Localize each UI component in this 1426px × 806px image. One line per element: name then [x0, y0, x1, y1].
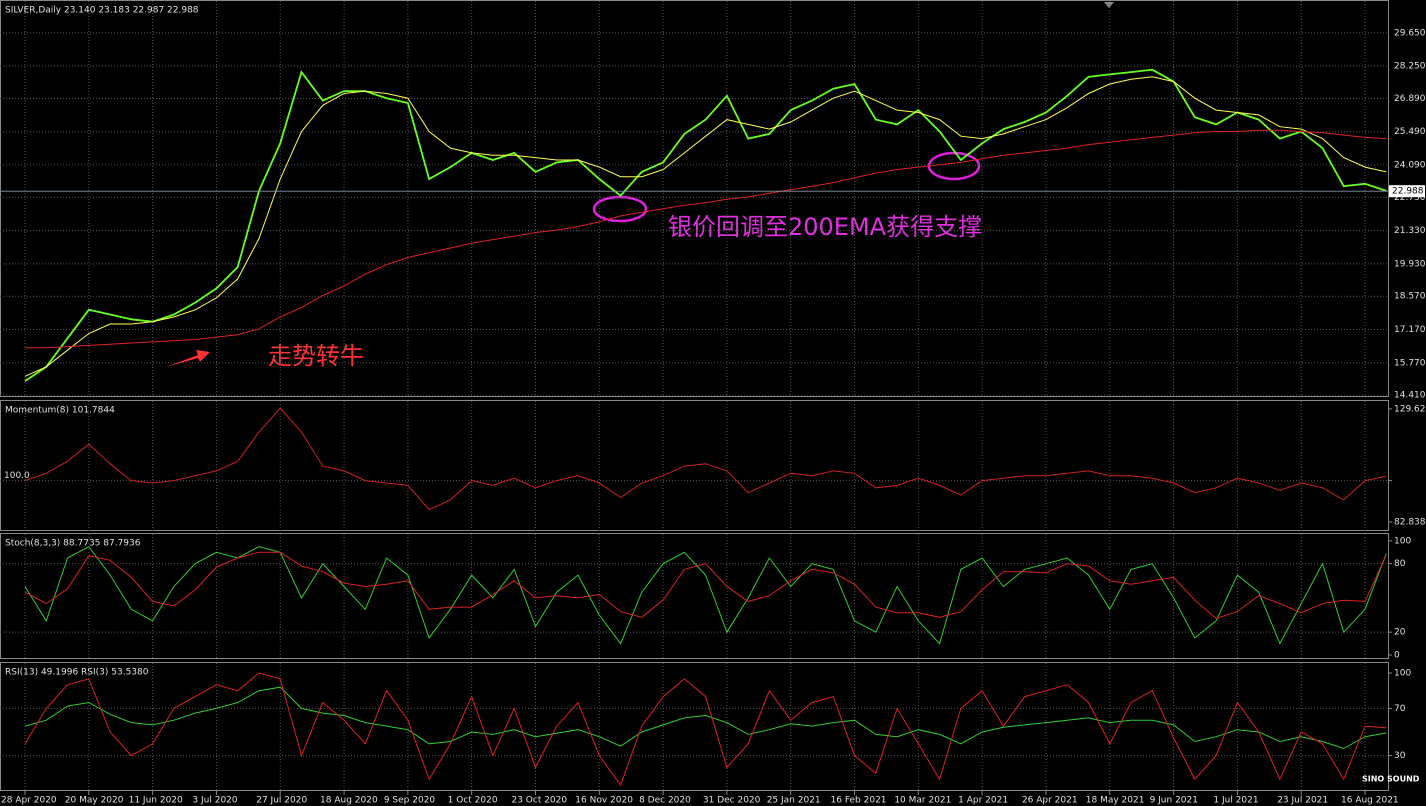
y-tick-label: 20: [1394, 628, 1406, 638]
y-tick-label: 14.410: [1394, 391, 1426, 401]
x-tick-label: 16 Nov 2020: [575, 796, 633, 806]
series-line: [24, 68, 1387, 382]
series-line: [24, 686, 1387, 750]
y-tick-label: 26.890: [1394, 94, 1426, 104]
y-tick-label: 17.170: [1394, 325, 1426, 335]
x-tick-label: 1 Oct 2020: [448, 796, 498, 806]
x-tick-label: 23 Oct 2020: [511, 796, 567, 806]
series-line: [24, 407, 1387, 511]
y-tick-label: 21.330: [1394, 226, 1426, 236]
x-tick-label: 27 Jul 2020: [256, 796, 307, 806]
rsi-panel: [0, 662, 1389, 791]
y-tick-label: 15.770: [1394, 358, 1426, 368]
y-tick-label: 18.570: [1394, 292, 1426, 302]
x-tick-label: 18 May 2021: [1086, 796, 1145, 806]
series-line: [24, 545, 1387, 645]
x-tick-label: 31 Dec 2020: [703, 796, 761, 806]
y-tick-label: 100: [1394, 669, 1411, 679]
y-tick-label: 19.930: [1394, 259, 1426, 269]
series-line: [24, 551, 1387, 620]
y-tick-label: 70: [1394, 704, 1406, 714]
panel-frames: [0, 0, 1389, 791]
y-tick-label: 29.650: [1394, 28, 1426, 38]
panel-title: RSI(13) 49.1996 RSI(3) 53.5380: [5, 668, 149, 678]
x-tick-label: 1 Apr 2021: [958, 796, 1008, 806]
y-tick-label: 0: [1394, 651, 1400, 661]
last-price-box: [1389, 185, 1425, 198]
y-tick-label: 25.490: [1394, 127, 1426, 137]
x-tick-label: 9 Jun 2021: [1150, 796, 1198, 806]
annotation: 走势转牛: [268, 342, 364, 370]
x-tick-label: 26 Apr 2021: [1022, 796, 1078, 806]
series-line: [24, 76, 1387, 377]
annotation: 银价回调至200EMA获得支撑: [668, 213, 982, 241]
x-tick-label: 10 Mar 2021: [894, 796, 951, 806]
panel-title: SILVER,Daily 23.140 23.183 22.987 22.988: [5, 6, 199, 16]
y-tick-label: 22.730: [1394, 193, 1426, 203]
x-tick-label: 28 Apr 2020: [1, 796, 57, 806]
x-tick-label: 25 Jan 2021: [767, 796, 821, 806]
y-tick-label: 28.250: [1394, 62, 1426, 72]
y-tick-label: 100: [1394, 536, 1411, 546]
series-line: [25, 129, 1387, 349]
watermark: SINO SOUND: [1362, 775, 1420, 784]
support-circle: [592, 195, 648, 223]
support-circle: [927, 151, 981, 181]
y-tick-label: 82.8389: [1394, 518, 1426, 528]
y-tick-label: 100.0: [4, 471, 30, 481]
panel-title: Stoch(8,3,3) 88.7735 87.7936: [5, 539, 141, 549]
y-tick-label: 30: [1394, 751, 1406, 761]
series-line: [24, 672, 1387, 787]
y-tick-label: 129.628: [1394, 404, 1426, 414]
x-tick-label: 16 Aug 2021: [1341, 796, 1399, 806]
x-tick-label: 3 Jul 2020: [192, 796, 237, 806]
price-panel: [0, 0, 1389, 397]
x-tick-label: 9 Sep 2020: [384, 796, 436, 806]
momentum-panel: [0, 400, 1389, 531]
y-tick-label: 80: [1394, 559, 1406, 569]
x-tick-label: 8 Dec 2020: [639, 796, 691, 806]
scroll-marker: [1104, 2, 1114, 8]
x-tick-label: 1 Jul 2021: [1213, 796, 1258, 806]
x-tick-label: 18 Aug 2020: [320, 796, 378, 806]
y-tick-label: 24.090: [1394, 161, 1426, 171]
x-tick-label: 23 Jul 2021: [1277, 796, 1328, 806]
x-tick-label: 16 Feb 2021: [831, 796, 887, 806]
panel-title: Momentum(8) 101.7844: [5, 406, 115, 416]
stoch-panel: [0, 533, 1389, 659]
last-price-label: 22.988: [1392, 187, 1424, 197]
x-tick-label: 20 May 2020: [65, 796, 124, 806]
trend-arrow: [166, 350, 210, 367]
x-tick-label: 11 Jun 2020: [129, 796, 183, 806]
